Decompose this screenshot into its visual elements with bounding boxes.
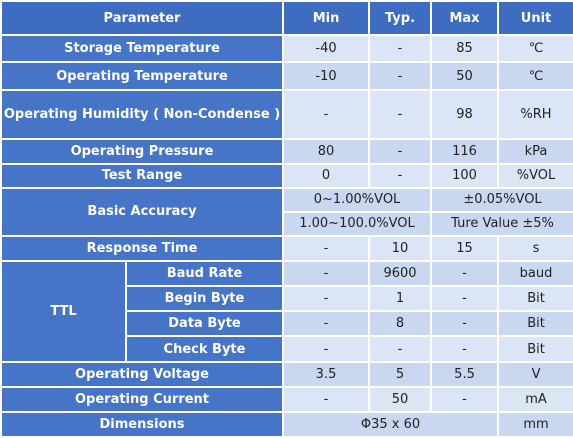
value-cell: 85 [430, 34, 500, 64]
header-cell: Typ. [368, 0, 433, 37]
value-cell: 3.5 [282, 360, 371, 388]
value-cell: s [497, 235, 573, 263]
row: Operating Humidity ( Non-Condense ) - -98%… [0, 89, 573, 140]
value-cell: 1.00~100.0%VOL [282, 210, 433, 238]
parameter-cell: Baud Rate [124, 260, 285, 288]
parameter-cell: Operating Voltage [0, 360, 285, 388]
header-cell: Parameter [0, 0, 285, 37]
header-cell: Max [430, 0, 500, 37]
row: Dimensions Φ35 x 60 mm [0, 410, 573, 438]
value-cell: 10 [368, 235, 433, 263]
row: Storage Temperature -40-85 ℃ [0, 34, 573, 64]
parameter-cell: Response Time [0, 235, 285, 263]
value-cell: ℃ [497, 61, 573, 92]
parameter-cell: Operating Current [0, 385, 285, 413]
value-cell: - [282, 235, 371, 263]
value-cell: Bit [497, 285, 573, 313]
parameter-cell: Operating Temperature [0, 61, 285, 92]
value-cell: - [368, 61, 433, 92]
value-cell: 1 [368, 285, 433, 313]
value-cell: 50 [368, 385, 433, 413]
row: Operating Pressure 80-116 kPa [0, 137, 573, 165]
row: TTL Baud Rate -9600- baud [0, 260, 573, 363]
value-cell: - [282, 89, 371, 140]
value-cell: Φ35 x 60 [282, 410, 500, 438]
value-cell: 0~1.00%VOL [282, 186, 433, 213]
parameter-cell: Basic Accuracy [0, 186, 285, 238]
row: Check Byte - - - Bit [1, 335, 573, 363]
value-cell: 5.5 [430, 360, 500, 388]
row: Operating Temperature -10-50 ℃ [0, 61, 573, 92]
value-cell: Ture Value ±5% [430, 210, 573, 238]
value-cell: - [282, 335, 371, 363]
row: Operating Voltage 3.5 5 5.5 V [0, 360, 573, 388]
value-cell: 100 [430, 162, 500, 189]
parameter-cell: Storage Temperature [0, 34, 285, 64]
value-cell: - [430, 260, 500, 288]
value-cell: - [430, 335, 500, 363]
parameter-cell: Data Byte [124, 310, 285, 338]
value-cell: kPa [497, 137, 573, 165]
value-cell: - [368, 34, 433, 64]
value-cell: - [430, 310, 500, 338]
row: Operating Current -50- mA [0, 385, 573, 413]
value-cell: mA [497, 385, 573, 413]
value-cell: - [282, 285, 371, 313]
value-cell: 80 [282, 137, 371, 165]
header-cell: Min [282, 0, 371, 37]
parameter-cell: TTL [0, 260, 127, 363]
value-cell: Bit [497, 335, 573, 363]
value-cell: -10 [282, 61, 371, 92]
value-cell: -40 [282, 34, 371, 64]
value-cell: 5 [368, 360, 433, 388]
parameter-cell: Operating Pressure [0, 137, 285, 165]
value-cell: - [368, 335, 433, 363]
header-cell: Unit [497, 0, 573, 37]
value-cell: - [282, 260, 371, 288]
value-cell: - [282, 385, 371, 413]
value-cell: 50 [430, 61, 500, 92]
value-cell: V [497, 360, 573, 388]
value-cell: 15 [430, 235, 500, 263]
header-row: Parameter Min Typ. Max Unit [0, 0, 573, 37]
value-cell: 8 [368, 310, 433, 338]
row: Data Byte -8- Bit [1, 310, 573, 338]
row: Test Range 0-100 %VOL [0, 162, 573, 189]
value-cell: - [282, 310, 371, 338]
parameter-cell: Check Byte [124, 335, 285, 363]
value-cell: 98 [430, 89, 500, 140]
value-cell: baud [497, 260, 573, 288]
value-cell: Bit [497, 310, 573, 338]
parameter-cell: Begin Byte [124, 285, 285, 313]
parameter-cell: Dimensions [0, 410, 285, 438]
value-cell: mm [497, 410, 573, 438]
value-cell: - [368, 137, 433, 165]
value-cell: - [368, 89, 433, 140]
row: Response Time -10 15 s [0, 235, 573, 263]
value-cell: 9600 [368, 260, 433, 288]
value-cell: 0 [282, 162, 371, 189]
value-cell: 116 [430, 137, 500, 165]
value-cell: ℃ [497, 34, 573, 64]
value-cell: %RH [497, 89, 573, 140]
row: Begin Byte -1- Bit [1, 285, 573, 313]
value-cell: ±0.05%VOL [430, 186, 573, 213]
value-cell: %VOL [497, 162, 573, 189]
parameter-cell: Test Range [0, 162, 285, 189]
parameter-cell: Operating Humidity ( Non-Condense ) [0, 89, 285, 140]
value-cell: - [368, 162, 433, 189]
value-cell: - [430, 285, 500, 313]
row: Basic Accuracy 0~1.00%VOL ±0.05%VOL [0, 186, 573, 238]
value-cell: - [430, 385, 500, 413]
